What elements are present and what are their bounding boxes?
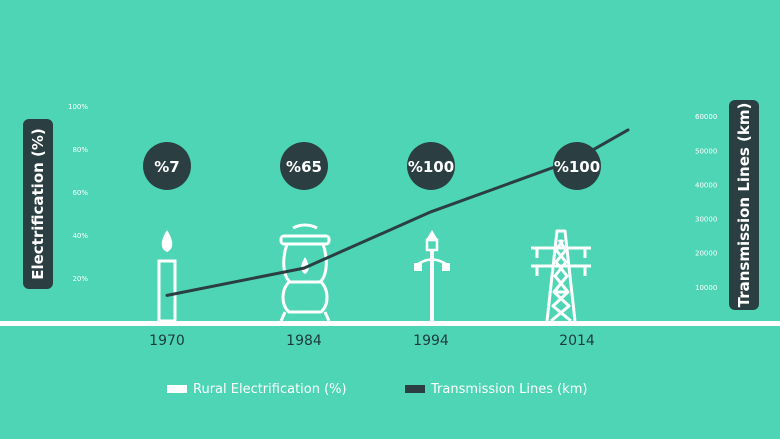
legend: Rural Electrification (%) Transmission L… <box>167 382 587 397</box>
right-tick-label: 50000 <box>695 147 717 155</box>
candle-icon <box>157 230 177 323</box>
badge-circle <box>280 142 328 190</box>
street-lamp-icon <box>414 230 450 321</box>
right-axis-label: Transmission Lines (km) <box>735 103 753 308</box>
badge-circle <box>143 142 191 190</box>
right-tick-label: 30000 <box>695 216 717 224</box>
right-tick-label: 60000 <box>695 113 717 121</box>
badge-2014: %100 <box>553 142 601 190</box>
left-tick-label: 100% <box>68 103 88 111</box>
year-label-2014: 2014 <box>559 333 595 349</box>
badge-circle <box>407 142 455 190</box>
badge-label-2014: %100 <box>554 158 600 176</box>
year-label-1994: 1994 <box>413 333 449 349</box>
gas-lamp-icon <box>279 223 331 322</box>
baseline <box>0 321 780 326</box>
badge-label-1970: %7 <box>154 158 179 176</box>
year-label-1984: 1984 <box>286 333 322 349</box>
left-tick-label: 80% <box>72 146 88 154</box>
badge-1970: %7 <box>143 142 191 190</box>
left-tick-label: 20% <box>72 275 88 283</box>
badge-label-1994: %100 <box>408 158 454 176</box>
legend-label-rural-electrification: Rural Electrification (%) <box>193 382 347 397</box>
badge-circle <box>553 142 601 190</box>
legend-item-rural-electrification: Rural Electrification (%) <box>167 382 347 397</box>
right-tick-label: 40000 <box>695 181 717 189</box>
right-axis-ticks: 10000 20000 30000 40000 50000 60000 <box>695 113 717 292</box>
legend-item-transmission-lines: Transmission Lines (km) <box>405 382 587 397</box>
left-axis-title-pill <box>23 119 53 289</box>
right-tick-label: 20000 <box>695 250 717 258</box>
left-tick-label: 60% <box>72 189 88 197</box>
legend-label-transmission-lines: Transmission Lines (km) <box>430 382 587 397</box>
left-axis-title: Electrification (%) <box>23 119 53 289</box>
transmission-tower-icon <box>531 229 591 323</box>
legend-swatch-rural-electrification <box>167 385 187 393</box>
left-axis-ticks: 20% 40% 60% 80% 100% <box>68 103 88 283</box>
left-axis-label: Electrification (%) <box>29 128 47 280</box>
legend-swatch-transmission-lines <box>405 385 425 393</box>
right-axis-title: Transmission Lines (km) <box>729 100 759 310</box>
badge-1984: %65 <box>280 142 328 190</box>
badge-1994: %100 <box>407 142 455 190</box>
right-tick-label: 10000 <box>695 284 717 292</box>
badge-label-1984: %65 <box>286 158 322 176</box>
left-tick-label: 40% <box>72 232 88 240</box>
year-label-1970: 1970 <box>149 333 185 349</box>
right-axis-title-pill <box>729 100 759 310</box>
